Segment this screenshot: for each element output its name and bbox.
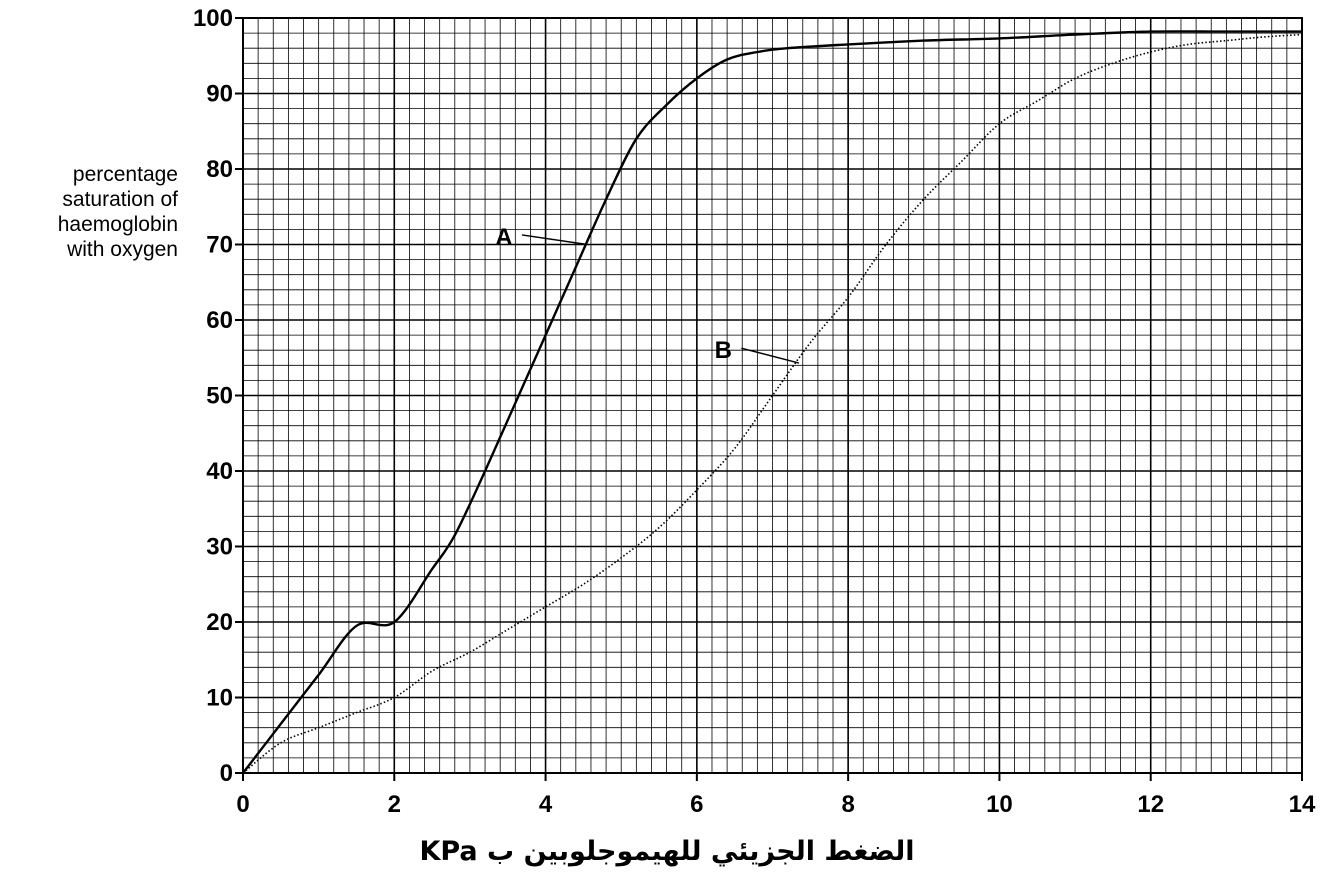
y-tick-label: 80 [206, 156, 233, 183]
series-line-A [242, 30, 1302, 774]
annotation-leader-B [741, 347, 800, 364]
y-axis-label-line-2: saturation of [62, 188, 178, 211]
x-tick-label: 0 [236, 791, 249, 818]
y-tick-label: 0 [220, 760, 233, 787]
x-axis-label: الضغط الجزيئي للهيموجلوبين ب KPa [419, 836, 915, 867]
axes [235, 17, 1303, 781]
annotations: AB [495, 224, 800, 364]
series-lines [242, 30, 1303, 774]
x-tick-label: 14 [1289, 791, 1316, 818]
y-axis-label-line-3: haemoglobin [57, 213, 178, 236]
y-axis-label-line-1: percentage [72, 163, 178, 186]
y-tick-label: 90 [206, 81, 233, 108]
x-tick-label: 6 [690, 791, 703, 818]
x-tick-label: 12 [1137, 791, 1164, 818]
annotation-label-B: B [715, 337, 732, 364]
annotation-label-A: A [495, 224, 512, 251]
y-tick-label: 10 [206, 685, 233, 712]
y-tick-label: 70 [206, 232, 233, 259]
x-tick-label: 2 [388, 791, 401, 818]
y-axis-label-line-4: with oxygen [67, 238, 178, 261]
y-tick-label: 60 [206, 307, 233, 334]
y-tick-label: 100 [193, 5, 233, 32]
x-tick-label: 10 [986, 791, 1013, 818]
x-tick-labels: 0 2 4 6 8 10 12 14 [236, 791, 1316, 818]
y-tick-label: 20 [206, 609, 233, 636]
annotation-leader-A [521, 234, 588, 246]
y-axis-label: percentage saturation of haemoglobin wit… [0, 162, 178, 262]
x-tick-label: 4 [539, 791, 553, 818]
y-tick-label: 50 [206, 383, 233, 410]
y-tick-labels: 0 10 20 30 40 50 60 70 80 90 100 [193, 5, 233, 787]
y-tick-label: 40 [206, 458, 233, 485]
x-tick-label: 8 [841, 791, 854, 818]
y-tick-label: 30 [206, 534, 233, 561]
